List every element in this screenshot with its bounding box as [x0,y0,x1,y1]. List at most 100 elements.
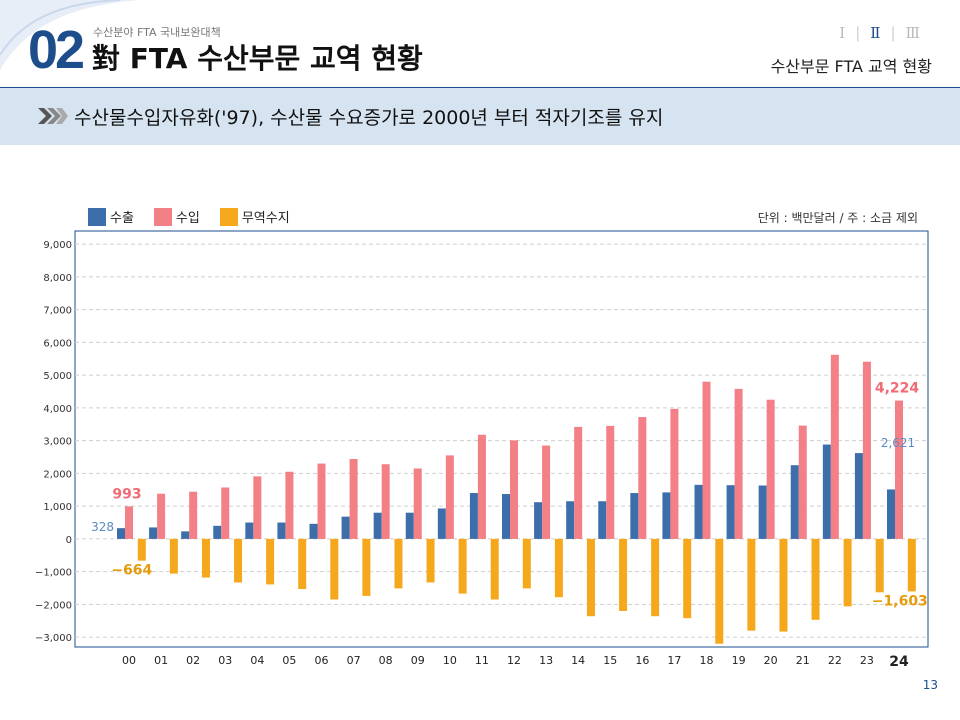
balance-bar [907,538,916,592]
x-tick-label: 04 [250,654,264,667]
balance-bar [522,538,531,589]
balance-bar [747,538,756,631]
x-tick-label: 10 [443,654,457,667]
section-label: 수산부문 FTA 교역 현황 [770,57,932,76]
x-tick-label: 19 [732,654,746,667]
x-tick-label: 06 [315,654,329,667]
data-label: 328 [91,520,114,534]
import-bar [638,417,647,539]
export-bar [662,492,671,539]
chart-legend: 수출 수입 무역수지 [88,207,310,226]
summary-banner: 수산물수입자유화('97), 수산물 수요증가로 2000년 부터 적자기조를 … [0,88,960,145]
data-label: −1,603 [872,593,928,609]
balance-bar [362,538,371,596]
balance-bar [811,538,820,620]
import-bar [542,445,551,539]
import-bar [670,408,679,539]
double-chevron-icon [38,108,68,124]
x-tick-label: 07 [347,654,361,667]
x-tick-label: 00 [122,654,136,667]
y-tick-label: −2,000 [35,600,72,611]
import-bar [477,434,486,539]
legend-swatch-import [153,207,172,226]
import-bar [445,455,454,539]
import-bar [702,381,711,539]
import-bar [798,425,807,539]
balance-bar [426,538,435,583]
export-bar [790,465,799,539]
x-tick-label: 12 [507,654,521,667]
nav-separator: | [890,24,896,42]
export-bar [598,501,607,539]
nav-item-2[interactable]: Ⅱ [870,24,881,42]
import-bar [317,463,326,539]
balance-bar [586,538,595,617]
import-bar [285,471,294,539]
balance-bar [394,538,403,589]
y-tick-label: −3,000 [35,633,72,644]
data-label: −664 [111,563,152,579]
import-bar [125,506,133,539]
export-bar [822,444,831,539]
import-bar [830,354,839,539]
legend-label-import: 수입 [175,211,200,226]
balance-bar [683,538,692,619]
export-bar [566,501,575,539]
x-tick-label: 24 [889,654,909,670]
export-bar [534,502,543,539]
data-label: 993 [112,486,141,502]
nav-item-3[interactable]: Ⅲ [905,24,920,42]
balance-bar [779,538,788,632]
y-tick-label: 3,000 [43,437,72,448]
export-bar [309,523,318,539]
import-bar [574,426,583,539]
summary-text: 수산물수입자유화('97), 수산물 수요증가로 2000년 부터 적자기조를 … [74,107,664,129]
nav-separator: | [855,24,861,42]
section-number: 02 [28,20,85,80]
balance-bar [843,538,852,607]
legend-swatch-balance [219,207,238,226]
export-bar [181,531,190,539]
balance-bar [490,538,499,600]
export-bar [758,485,767,539]
legend-item-balance: 무역수지 [219,207,290,226]
balance-bar [201,538,210,578]
x-tick-label: 01 [154,654,168,667]
page-title: 對 FTA 수산부문 교역 현황 [92,42,423,75]
export-bar [341,516,350,539]
export-bar [694,484,703,539]
y-tick-label: 7,000 [43,306,72,317]
import-bar [221,487,230,539]
export-bar [277,522,286,539]
import-bar [862,361,871,539]
balance-bar [298,538,307,590]
nav-item-1[interactable]: Ⅰ [839,24,846,42]
x-tick-label: 08 [379,654,393,667]
balance-bar [651,538,660,617]
export-bar [469,493,478,539]
x-tick-label: 09 [411,654,425,667]
x-tick-label: 23 [860,654,874,667]
import-bar [895,400,903,539]
legend-label-balance: 무역수지 [241,211,290,226]
export-bar [117,528,125,539]
y-tick-label: 9,000 [43,240,72,251]
export-bar [405,512,414,539]
y-tick-label: 4,000 [43,404,72,415]
export-bar [245,522,254,539]
legend-item-export: 수출 [88,207,134,226]
x-tick-label: 14 [571,654,585,667]
x-tick-label: 22 [828,654,842,667]
y-tick-label: 8,000 [43,273,72,284]
y-tick-label: 5,000 [43,371,72,382]
y-tick-label: 1,000 [43,502,72,513]
plot-frame [74,230,929,648]
import-bar [349,458,358,539]
header-divider [0,87,960,88]
balance-bar [875,538,884,593]
x-tick-label: 21 [796,654,810,667]
export-bar [630,493,639,539]
export-bar [213,525,222,539]
balance-bar [234,538,243,583]
import-bar [766,399,775,539]
